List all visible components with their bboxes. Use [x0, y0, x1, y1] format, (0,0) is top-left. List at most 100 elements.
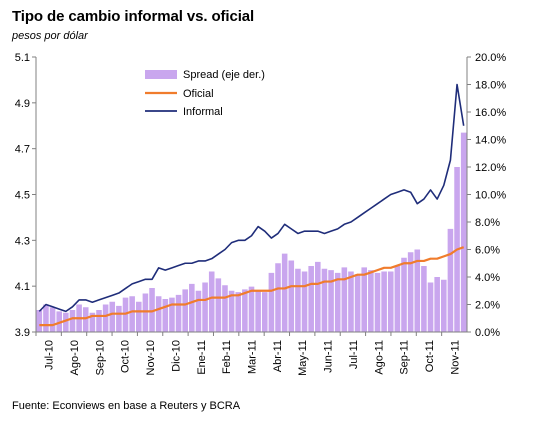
right-tick-label: 16.0%: [475, 107, 506, 119]
x-tick-label: Sep-11: [399, 340, 411, 375]
spread-bar: [381, 271, 387, 332]
spread-bar: [414, 249, 421, 332]
spread-bar: [228, 290, 235, 332]
x-tick-label: Ago-11: [373, 340, 385, 375]
spread-bar: [215, 278, 222, 333]
spread-bar: [189, 283, 195, 333]
left-tick-label: 3.9: [15, 327, 30, 339]
spread-bar: [348, 271, 354, 332]
spread-bar: [135, 301, 142, 332]
spread-bar: [116, 305, 122, 333]
legend-spread-swatch: [145, 70, 177, 79]
spread-bar: [447, 228, 454, 333]
spread-bar: [261, 292, 268, 333]
spread-bar: [255, 290, 261, 332]
chart-title: Tipo de cambio informal vs. oficial: [12, 8, 255, 25]
spread-bar: [434, 277, 440, 332]
spread-bar: [182, 289, 188, 333]
x-tick-label: Sep-10: [94, 340, 106, 375]
right-tick-label: 12.0%: [475, 162, 506, 174]
left-tick-label: 4.9: [15, 98, 30, 110]
right-tick-label: 20.0%: [475, 52, 506, 64]
spread-bars: [36, 132, 467, 333]
spread-bar: [334, 272, 341, 333]
spread-bar: [315, 261, 321, 333]
axes: 3.9 4.1 4.3 4.5 4.7 4.9 5.1 0.0% 2.0% 4.0% 6.0% 8.0…: [15, 52, 507, 376]
legend-informal-label: Informal: [183, 106, 223, 118]
spread-bar: [202, 282, 208, 332]
right-tick-label: 4.0%: [475, 272, 500, 284]
spread-bar: [208, 271, 215, 332]
x-tick-label: Mar-11: [247, 340, 259, 374]
x-tick-label: Jun-11: [323, 340, 335, 373]
spread-bar: [308, 266, 314, 332]
spread-bar: [96, 310, 102, 332]
right-tick-label: 18.0%: [475, 80, 506, 92]
legend: Spread (eje der.) Oficial Informal: [145, 69, 265, 118]
spread-bar: [102, 304, 109, 332]
spread-bar: [175, 294, 182, 333]
x-tick-label: May-11: [297, 340, 309, 376]
spread-bar: [36, 310, 43, 332]
spread-bar: [460, 132, 467, 333]
spread-bar: [129, 296, 135, 332]
spread-bar: [142, 293, 149, 332]
legend-spread-label: Spread (eje der.): [183, 69, 265, 81]
spread-bar: [43, 304, 49, 332]
x-tick-label: Oct-10: [120, 340, 132, 373]
x-tick-label: Nov-11: [449, 340, 461, 375]
spread-bar: [169, 297, 175, 333]
right-tick-label: 6.0%: [475, 245, 500, 257]
right-tick-label: 0.0%: [475, 327, 500, 339]
right-tick-label: 2.0%: [475, 300, 500, 312]
spread-bar: [341, 267, 348, 333]
spread-bar: [354, 274, 361, 332]
series-lines: [38, 83, 465, 327]
x-tick-label: Nov-10: [145, 340, 157, 375]
spread-bar: [155, 296, 162, 332]
spread-bar: [394, 266, 401, 332]
x-tick-label: Dic-10: [170, 340, 182, 372]
spread-bar: [368, 270, 374, 333]
spread-bar: [69, 310, 76, 332]
x-tick-label: Oct-11: [424, 340, 436, 372]
x-tick-label: Jul-10: [44, 340, 56, 370]
spread-bar: [328, 270, 334, 333]
spread-bar: [268, 272, 275, 333]
spread-bar: [82, 307, 89, 332]
spread-bar: [275, 263, 281, 332]
spread-bar: [149, 288, 155, 332]
spread-bar: [401, 257, 407, 332]
right-tick-label: 10.0%: [475, 190, 506, 202]
spread-bar: [49, 307, 56, 332]
spread-bar: [162, 299, 169, 332]
x-tick-label: Ene-11: [196, 340, 208, 375]
spread-bar: [441, 279, 447, 332]
left-tick-label: 5.1: [15, 52, 30, 64]
spread-bar: [421, 266, 427, 332]
chart-subtitle: pesos por dólar: [12, 30, 88, 42]
spread-bar: [195, 290, 202, 332]
left-tick-label: 4.5: [15, 190, 30, 202]
spread-bar: [321, 268, 328, 332]
right-tick-label: 8.0%: [475, 217, 500, 229]
spread-bar: [109, 301, 116, 332]
spread-bar: [374, 272, 381, 333]
source-note: Fuente: Econviews en base a Reuters y BC…: [12, 400, 241, 412]
x-tick-label: Feb-11: [221, 340, 233, 374]
spread-bar: [248, 286, 255, 333]
spread-bar: [89, 312, 96, 332]
right-tick-label: 14.0%: [475, 135, 506, 147]
oficial-line: [39, 246, 465, 327]
spread-bar: [235, 292, 242, 333]
spread-bar: [427, 282, 434, 332]
informal-line: [38, 83, 465, 313]
spread-bar: [288, 260, 295, 332]
spread-bar: [63, 312, 69, 332]
spread-bar: [361, 267, 368, 333]
spread-bar: [387, 271, 394, 332]
spread-bar: [122, 297, 129, 333]
spread-bar: [301, 271, 308, 332]
left-tick-label: 4.7: [15, 144, 30, 156]
